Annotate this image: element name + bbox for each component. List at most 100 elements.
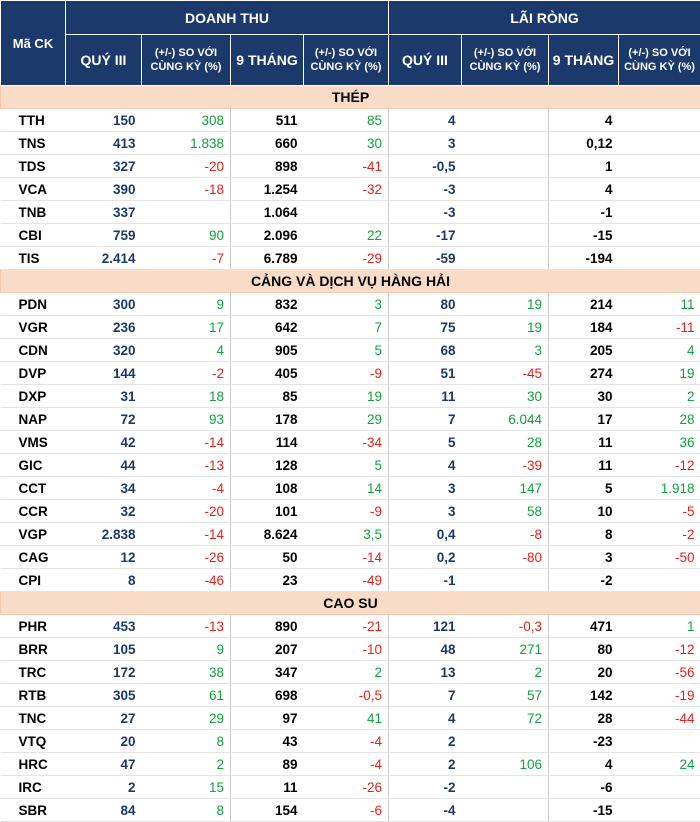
revenue-9m-change: [304, 201, 389, 224]
revenue-q3-change: 15: [142, 776, 231, 799]
revenue-9m: 347: [231, 661, 304, 684]
net-profit-q3: 2: [389, 730, 462, 753]
revenue-9m-change: 41: [304, 707, 389, 730]
net-profit-9m: 4: [549, 178, 619, 201]
stock-code: DXP: [1, 385, 66, 408]
net-profit-9m-change: [619, 178, 700, 201]
revenue-9m: 11: [231, 776, 304, 799]
net-profit-q3: 0,2: [389, 546, 462, 569]
net-profit-q3: 11: [389, 385, 462, 408]
net-profit-9m-change: [619, 730, 700, 753]
net-profit-q3-change: -8: [462, 523, 549, 546]
revenue-q3-change: 18: [142, 385, 231, 408]
net-profit-q3: 2: [389, 753, 462, 776]
revenue-9m: 905: [231, 339, 304, 362]
stock-code: PDN: [1, 293, 66, 316]
revenue-9m: 1.064: [231, 201, 304, 224]
net-profit-q3-change: [462, 247, 549, 270]
net-profit-q3: -3: [389, 201, 462, 224]
net-profit-9m-change: [619, 155, 700, 178]
net-profit-q3: 5: [389, 431, 462, 454]
net-profit-9m: -194: [549, 247, 619, 270]
stock-code: CCT: [1, 477, 66, 500]
revenue-q3-change: -20: [142, 155, 231, 178]
net-profit-q3-change: [462, 132, 549, 155]
revenue-q3: 2.838: [66, 523, 142, 546]
stock-code: CPI: [1, 569, 66, 592]
revenue-q3-change: -4: [142, 477, 231, 500]
net-profit-9m: 3: [549, 546, 619, 569]
revenue-q3-change: -13: [142, 615, 231, 638]
stock-code: HRC: [1, 753, 66, 776]
revenue-9m-change: -34: [304, 431, 389, 454]
net-profit-9m: 11: [549, 454, 619, 477]
header-group-revenue: DOANH THU: [66, 1, 389, 35]
net-profit-q3: 3: [389, 477, 462, 500]
revenue-9m: 108: [231, 477, 304, 500]
stock-code: BRR: [1, 638, 66, 661]
net-profit-q3: -17: [389, 224, 462, 247]
header-rev-9m: 9 THÁNG: [231, 35, 304, 86]
revenue-q3: 34: [66, 477, 142, 500]
net-profit-9m-change: [619, 224, 700, 247]
net-profit-9m-change: -11: [619, 316, 700, 339]
net-profit-9m: 80: [549, 638, 619, 661]
net-profit-9m-change: 28: [619, 408, 700, 431]
revenue-9m: 85: [231, 385, 304, 408]
stock-code: VMS: [1, 431, 66, 454]
net-profit-q3-change: [462, 799, 549, 822]
revenue-9m: 6.789: [231, 247, 304, 270]
net-profit-9m-change: [619, 799, 700, 822]
net-profit-q3: 4: [389, 109, 462, 132]
net-profit-9m: 184: [549, 316, 619, 339]
revenue-9m: 178: [231, 408, 304, 431]
revenue-q3-change: 61: [142, 684, 231, 707]
net-profit-q3: -59: [389, 247, 462, 270]
stock-code: VCA: [1, 178, 66, 201]
net-profit-9m-change: 4: [619, 339, 700, 362]
revenue-q3-change: 38: [142, 661, 231, 684]
revenue-q3-change: -13: [142, 454, 231, 477]
revenue-q3: 12: [66, 546, 142, 569]
net-profit-q3: 13: [389, 661, 462, 684]
stock-code: TDS: [1, 155, 66, 178]
stock-code: TTH: [1, 109, 66, 132]
stock-code: VTQ: [1, 730, 66, 753]
net-profit-q3-change: 147: [462, 477, 549, 500]
revenue-q3: 20: [66, 730, 142, 753]
revenue-q3-change: 4: [142, 339, 231, 362]
revenue-q3: 327: [66, 155, 142, 178]
revenue-q3-change: 9: [142, 293, 231, 316]
revenue-9m-change: -49: [304, 569, 389, 592]
section-title: CẢNG VÀ DỊCH VỤ HÀNG HẢI: [1, 270, 700, 293]
revenue-9m: 642: [231, 316, 304, 339]
net-profit-q3-change: 19: [462, 293, 549, 316]
net-profit-9m-change: -19: [619, 684, 700, 707]
stock-code: TRC: [1, 661, 66, 684]
revenue-q3-change: 308: [142, 109, 231, 132]
net-profit-q3-change: 28: [462, 431, 549, 454]
revenue-q3-change: -14: [142, 431, 231, 454]
section-header: CAO SU: [1, 592, 700, 615]
stock-code: CDN: [1, 339, 66, 362]
net-profit-q3: -3: [389, 178, 462, 201]
header-group-profit: LÃI RÒNG: [389, 1, 700, 35]
revenue-q3-change: -14: [142, 523, 231, 546]
revenue-q3-change: 8: [142, 730, 231, 753]
net-profit-9m: 0,12: [549, 132, 619, 155]
revenue-9m: 154: [231, 799, 304, 822]
net-profit-q3-change: 72: [462, 707, 549, 730]
revenue-9m-change: 22: [304, 224, 389, 247]
